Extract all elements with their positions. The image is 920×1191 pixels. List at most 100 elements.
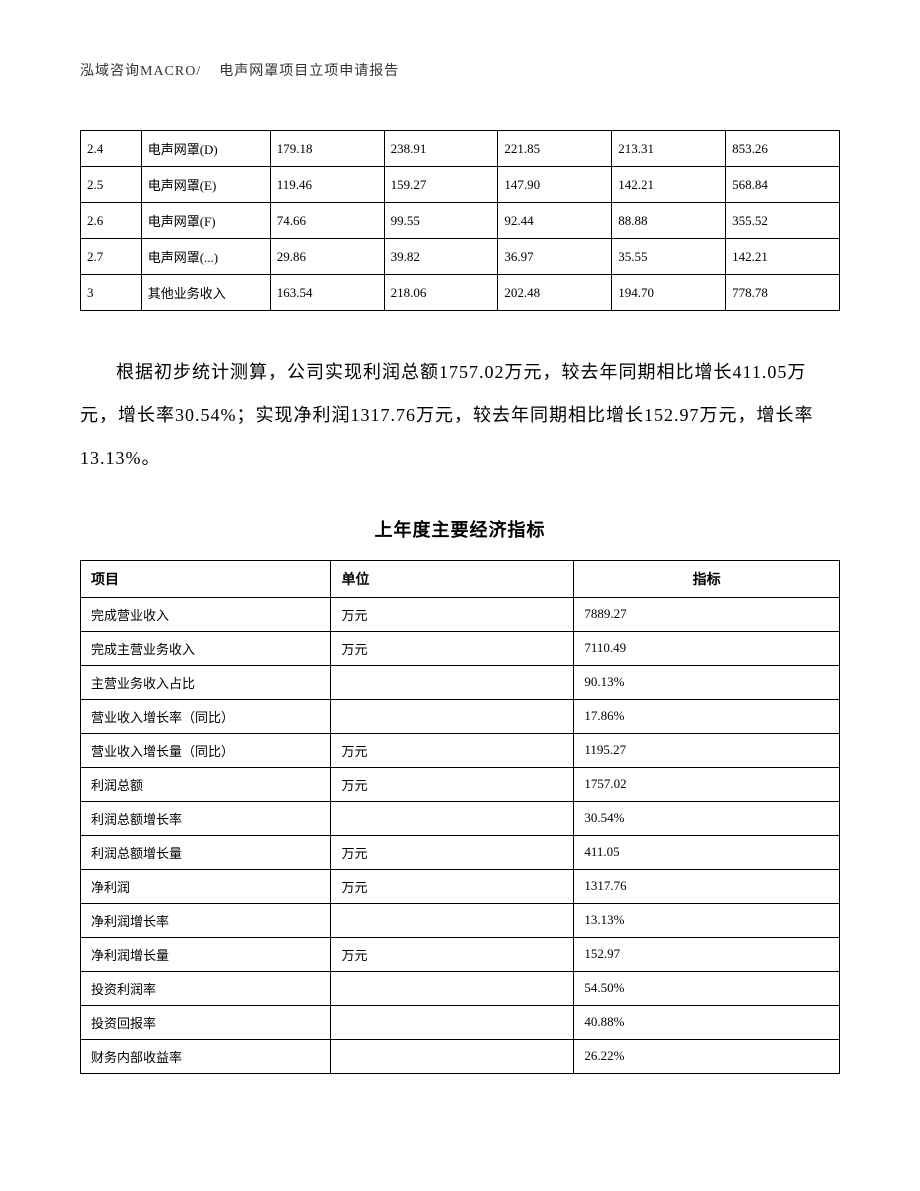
indicator-unit xyxy=(331,665,574,699)
indicator-unit xyxy=(331,699,574,733)
indicator-item: 完成营业收入 xyxy=(81,597,331,631)
indicator-value: 7889.27 xyxy=(574,597,840,631)
indicator-unit xyxy=(331,1039,574,1073)
indicator-value: 30.54% xyxy=(574,801,840,835)
table-cell: 电声网罩(D) xyxy=(141,131,270,167)
indicator-unit xyxy=(331,801,574,835)
table-row: 2.6电声网罩(F)74.6699.5592.4488.88355.52 xyxy=(81,203,840,239)
table-row: 2.5电声网罩(E)119.46159.27147.90142.21568.84 xyxy=(81,167,840,203)
section-title: 上年度主要经济指标 xyxy=(80,516,840,542)
table-cell: 电声网罩(...) xyxy=(141,239,270,275)
table-cell: 电声网罩(F) xyxy=(141,203,270,239)
indicator-item: 利润总额增长率 xyxy=(81,801,331,835)
indicator-item: 财务内部收益率 xyxy=(81,1039,331,1073)
table-cell: 142.21 xyxy=(726,239,840,275)
indicator-value: 152.97 xyxy=(574,937,840,971)
table-row: 主营业务收入占比 90.13% xyxy=(81,665,840,699)
table-cell: 29.86 xyxy=(270,239,384,275)
table-cell: 39.82 xyxy=(384,239,498,275)
product-revenue-table: 2.4电声网罩(D)179.18238.91221.85213.31853.26… xyxy=(80,130,840,311)
indicator-unit: 万元 xyxy=(331,733,574,767)
table-cell: 36.97 xyxy=(498,239,612,275)
table-row: 营业收入增长量（同比）万元1195.27 xyxy=(81,733,840,767)
table-cell: 355.52 xyxy=(726,203,840,239)
indicator-item: 主营业务收入占比 xyxy=(81,665,331,699)
table-row: 利润总额增长率 30.54% xyxy=(81,801,840,835)
table-row: 净利润增长量万元152.97 xyxy=(81,937,840,971)
table-cell: 568.84 xyxy=(726,167,840,203)
indicator-item: 净利润增长率 xyxy=(81,903,331,937)
table-cell: 147.90 xyxy=(498,167,612,203)
table-cell: 74.66 xyxy=(270,203,384,239)
indicator-header-item: 项目 xyxy=(81,560,331,597)
table-cell: 88.88 xyxy=(612,203,726,239)
table-cell: 159.27 xyxy=(384,167,498,203)
header-title: 电声网罩项目立项申请报告 xyxy=(219,64,399,79)
table-cell: 119.46 xyxy=(270,167,384,203)
indicator-unit: 万元 xyxy=(331,597,574,631)
indicator-value: 411.05 xyxy=(574,835,840,869)
indicator-value: 26.22% xyxy=(574,1039,840,1073)
indicator-unit xyxy=(331,903,574,937)
table-row: 净利润增长率 13.13% xyxy=(81,903,840,937)
indicator-item: 利润总额增长量 xyxy=(81,835,331,869)
indicator-item: 净利润增长量 xyxy=(81,937,331,971)
indicator-item: 投资利润率 xyxy=(81,971,331,1005)
table-row: 财务内部收益率 26.22% xyxy=(81,1039,840,1073)
table-row: 2.7电声网罩(...)29.8639.8236.9735.55142.21 xyxy=(81,239,840,275)
indicator-unit: 万元 xyxy=(331,631,574,665)
table-row: 营业收入增长率（同比） 17.86% xyxy=(81,699,840,733)
page-header: 泓域咨询MACRO/ 电声网罩项目立项申请报告 xyxy=(80,60,840,80)
table-cell: 194.70 xyxy=(612,275,726,311)
table-row: 利润总额增长量万元411.05 xyxy=(81,835,840,869)
table-cell: 2.7 xyxy=(81,239,142,275)
indicator-unit: 万元 xyxy=(331,937,574,971)
table-cell: 238.91 xyxy=(384,131,498,167)
indicator-unit: 万元 xyxy=(331,869,574,903)
table-cell: 2.5 xyxy=(81,167,142,203)
indicator-item: 营业收入增长量（同比） xyxy=(81,733,331,767)
summary-paragraph: 根据初步统计测算，公司实现利润总额1757.02万元，较去年同期相比增长411.… xyxy=(80,351,840,481)
indicator-item: 净利润 xyxy=(81,869,331,903)
table-row: 完成营业收入万元7889.27 xyxy=(81,597,840,631)
table-cell: 92.44 xyxy=(498,203,612,239)
indicator-unit xyxy=(331,1005,574,1039)
table-cell: 3 xyxy=(81,275,142,311)
indicator-value: 13.13% xyxy=(574,903,840,937)
indicator-value: 40.88% xyxy=(574,1005,840,1039)
indicator-value: 54.50% xyxy=(574,971,840,1005)
header-company: 泓域咨询MACRO/ xyxy=(80,64,201,79)
indicator-value: 17.86% xyxy=(574,699,840,733)
indicator-unit xyxy=(331,971,574,1005)
table-row: 投资利润率 54.50% xyxy=(81,971,840,1005)
indicator-value: 1195.27 xyxy=(574,733,840,767)
table-cell: 2.6 xyxy=(81,203,142,239)
indicator-header-unit: 单位 xyxy=(331,560,574,597)
indicator-item: 投资回报率 xyxy=(81,1005,331,1039)
indicator-value: 1757.02 xyxy=(574,767,840,801)
indicator-value: 1317.76 xyxy=(574,869,840,903)
indicator-item: 完成主营业务收入 xyxy=(81,631,331,665)
table-cell: 778.78 xyxy=(726,275,840,311)
table-cell: 218.06 xyxy=(384,275,498,311)
table-cell: 2.4 xyxy=(81,131,142,167)
table-cell: 221.85 xyxy=(498,131,612,167)
table-cell: 853.26 xyxy=(726,131,840,167)
economic-indicator-table: 项目 单位 指标 完成营业收入万元7889.27完成主营业务收入万元7110.4… xyxy=(80,560,840,1074)
table-cell: 179.18 xyxy=(270,131,384,167)
indicator-header-value: 指标 xyxy=(574,560,840,597)
table-cell: 电声网罩(E) xyxy=(141,167,270,203)
table-row: 3其他业务收入163.54218.06202.48194.70778.78 xyxy=(81,275,840,311)
indicator-value: 90.13% xyxy=(574,665,840,699)
indicator-item: 营业收入增长率（同比） xyxy=(81,699,331,733)
indicator-unit: 万元 xyxy=(331,835,574,869)
table-cell: 35.55 xyxy=(612,239,726,275)
table-row: 完成主营业务收入万元7110.49 xyxy=(81,631,840,665)
table-row: 2.4电声网罩(D)179.18238.91221.85213.31853.26 xyxy=(81,131,840,167)
indicator-unit: 万元 xyxy=(331,767,574,801)
indicator-item: 利润总额 xyxy=(81,767,331,801)
table-cell: 163.54 xyxy=(270,275,384,311)
table-row: 投资回报率 40.88% xyxy=(81,1005,840,1039)
indicator-value: 7110.49 xyxy=(574,631,840,665)
indicator-header-row: 项目 单位 指标 xyxy=(81,560,840,597)
